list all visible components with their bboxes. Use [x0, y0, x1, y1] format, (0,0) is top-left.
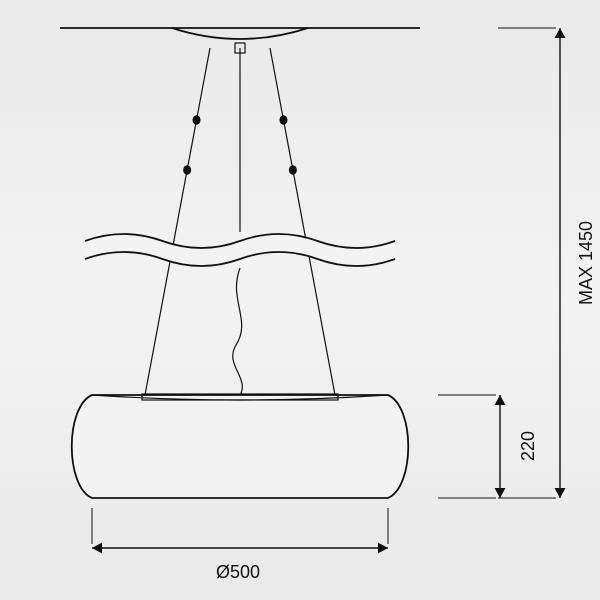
cable-tie	[279, 115, 287, 125]
break-mask	[85, 234, 395, 266]
dim-shade-height-label: 220	[518, 431, 538, 461]
cable-center-curl	[233, 268, 243, 395]
cable-tie	[183, 165, 191, 175]
dim-total-height-label: MAX 1450	[576, 221, 596, 305]
canopy-bowl	[172, 28, 308, 39]
cable-left	[145, 48, 210, 395]
diagram-stage: Ø500 220 MAX 1450	[0, 0, 600, 600]
shade-body	[72, 395, 409, 498]
cable-tie	[193, 115, 201, 125]
cable-tie	[289, 165, 297, 175]
diagram-svg: Ø500 220 MAX 1450	[0, 0, 600, 600]
cable-right	[270, 48, 335, 395]
dim-width-label: Ø500	[216, 562, 260, 582]
